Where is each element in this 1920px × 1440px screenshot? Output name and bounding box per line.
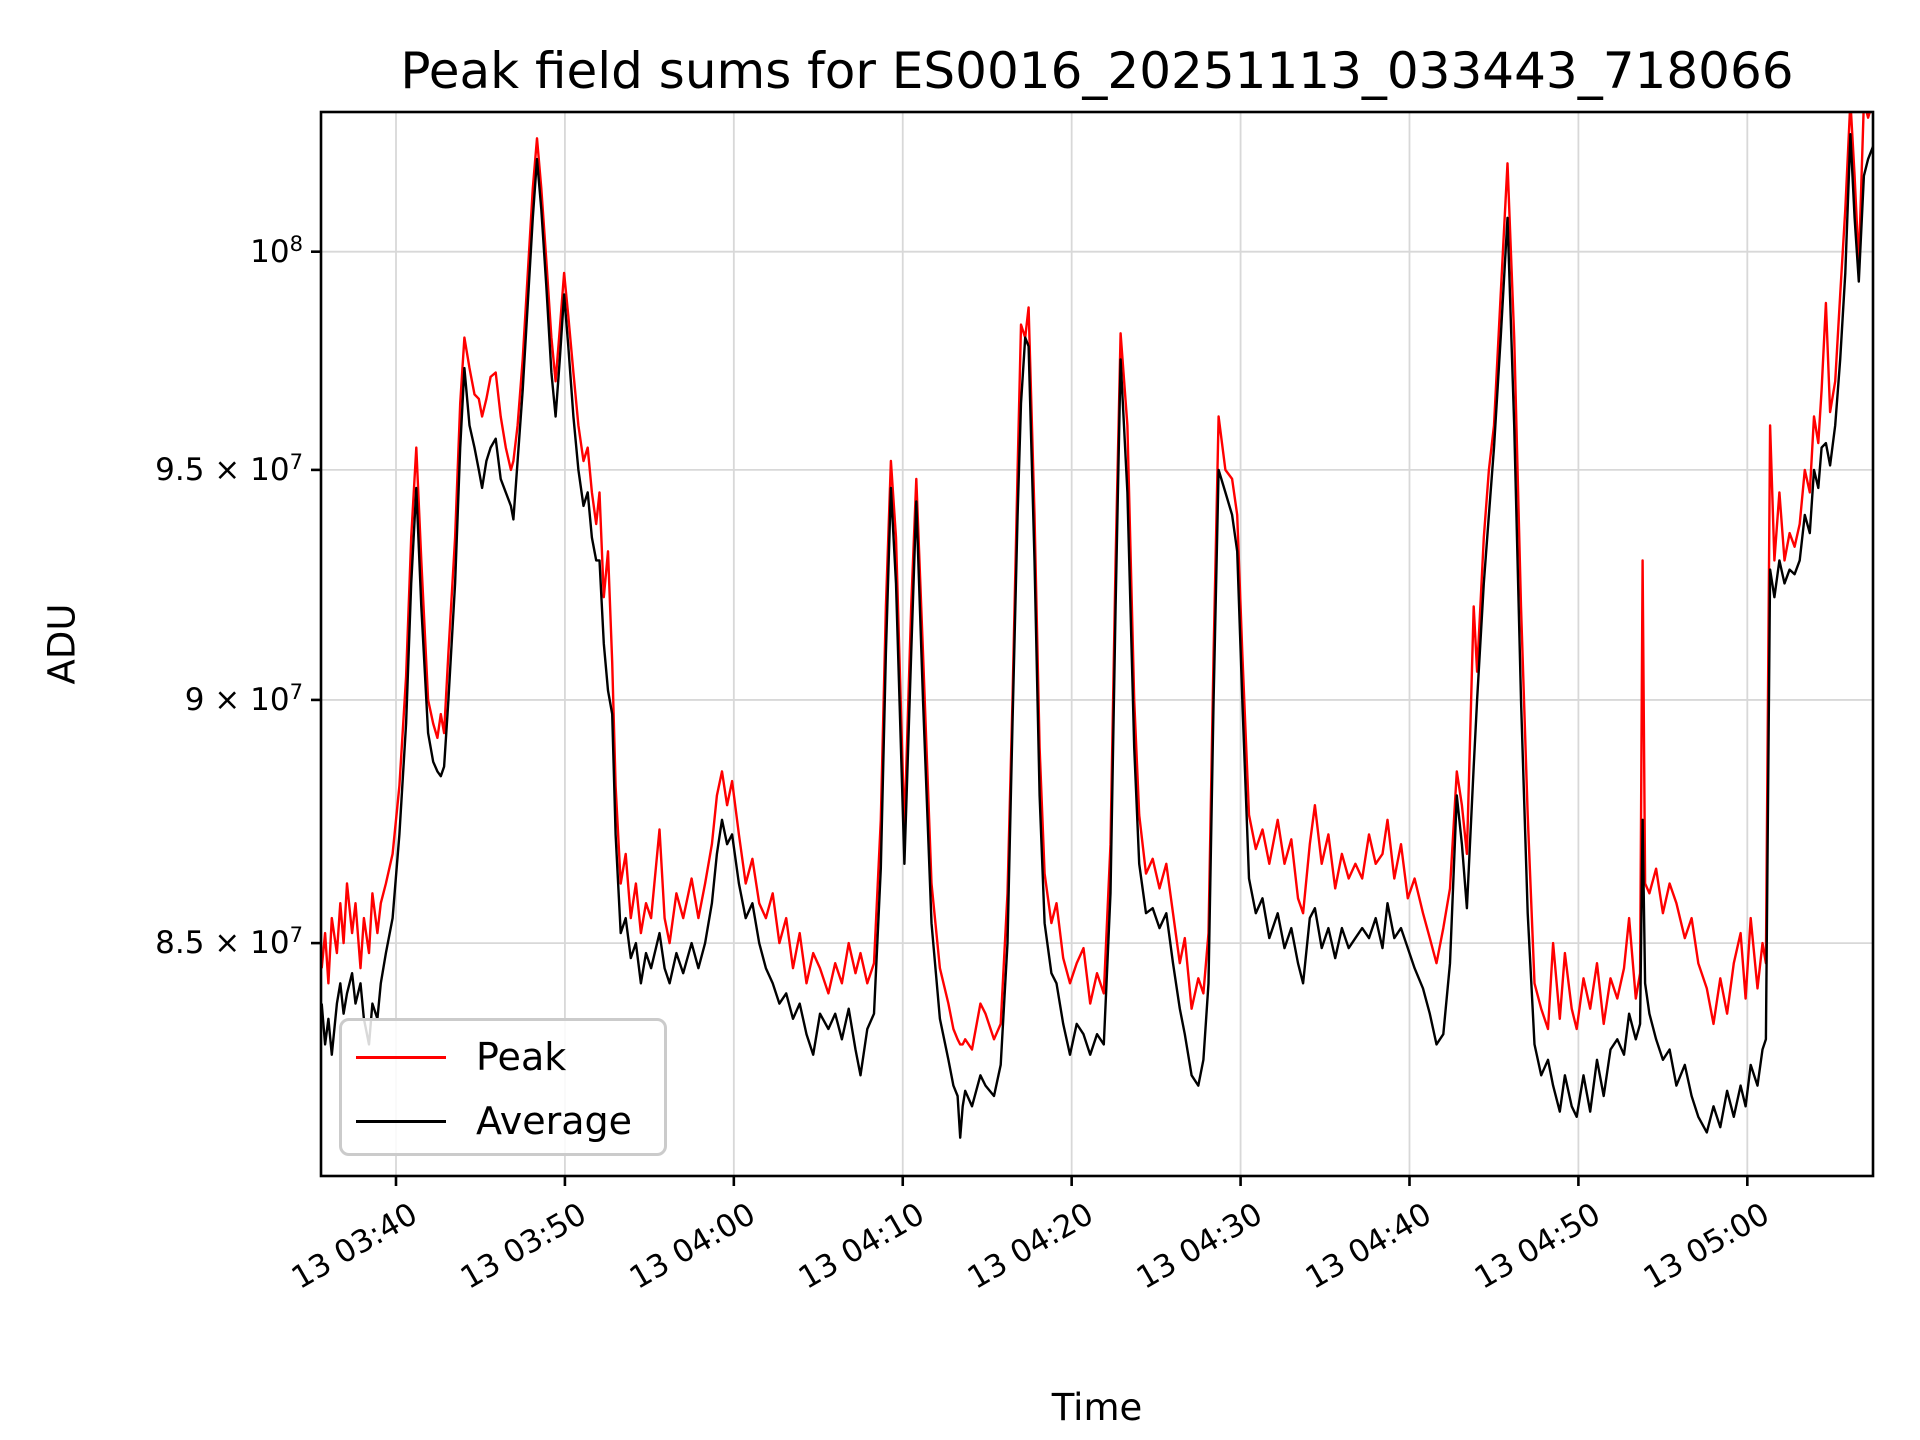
average-line-swatch bbox=[356, 1119, 446, 1123]
y-tick-label: 8.5 × 107 bbox=[155, 921, 303, 962]
y-axis-label: ADU bbox=[40, 603, 84, 685]
legend-entry-average: Average bbox=[342, 1097, 632, 1145]
x-axis-label: Time bbox=[1051, 1386, 1143, 1429]
y-tick-label: 9.5 × 107 bbox=[155, 448, 303, 488]
y-tick-label: 108 bbox=[250, 230, 303, 270]
series-line-average bbox=[321, 132, 1873, 1139]
legend-label-average: Average bbox=[476, 1099, 633, 1143]
axes-spines bbox=[319, 110, 1875, 1178]
chart-title: Peak field sums for ES0016_20251113_0334… bbox=[400, 42, 1794, 100]
peak-line-swatch bbox=[356, 1055, 446, 1059]
legend-label-peak: Peak bbox=[476, 1035, 567, 1079]
y-tick-label: 9 × 107 bbox=[184, 678, 303, 718]
legend: Peak Average bbox=[339, 1018, 667, 1156]
legend-entry-peak: Peak bbox=[342, 1033, 566, 1081]
series-line-peak bbox=[321, 112, 1872, 1051]
